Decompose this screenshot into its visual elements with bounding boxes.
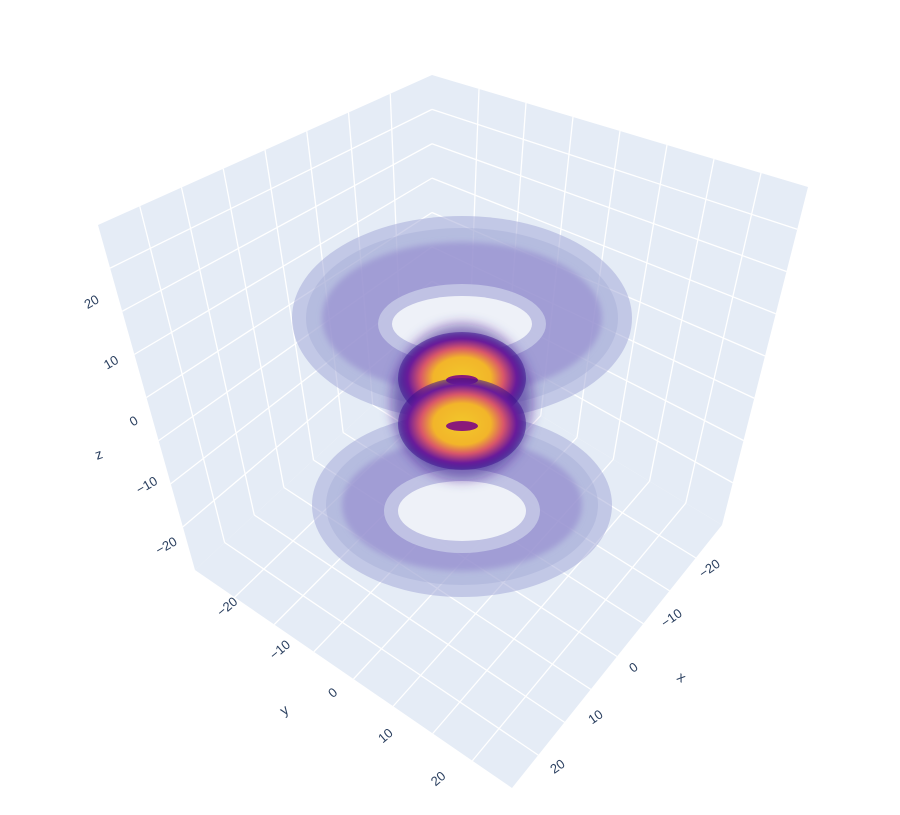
y-axis-title: y xyxy=(277,701,292,718)
core-hole xyxy=(446,421,478,431)
z-tick-label: −20 xyxy=(153,534,180,558)
x-tick-label: −20 xyxy=(696,556,723,581)
x-tick-label: 0 xyxy=(626,659,641,675)
grid-line xyxy=(471,502,687,762)
y-tick-label: 0 xyxy=(325,684,340,700)
left-wall xyxy=(98,75,432,570)
volume-core xyxy=(392,324,532,480)
z-tick-label: 10 xyxy=(101,352,121,372)
x-axis-title: x xyxy=(674,668,689,685)
isosurface-hole xyxy=(398,481,526,541)
x-tick-label: −10 xyxy=(658,605,685,630)
lower-lobe xyxy=(312,413,612,597)
grid-line xyxy=(612,144,668,460)
grid-line xyxy=(432,480,650,734)
z-axis-title: z xyxy=(93,445,105,462)
upper-lobe xyxy=(292,216,632,420)
y-tick-label: 10 xyxy=(375,725,396,746)
z-tick-label: −10 xyxy=(133,473,160,497)
x-tick-label: 10 xyxy=(585,707,605,728)
y-tick-label: 20 xyxy=(428,768,449,789)
x-tick-label: 20 xyxy=(547,756,567,777)
z-tick-label: 0 xyxy=(127,413,141,430)
volume-render xyxy=(292,216,632,597)
grid-line xyxy=(685,172,762,504)
y-tick-label: −10 xyxy=(267,637,294,663)
z-tick-label: 20 xyxy=(81,292,101,312)
grid-line xyxy=(648,158,715,482)
